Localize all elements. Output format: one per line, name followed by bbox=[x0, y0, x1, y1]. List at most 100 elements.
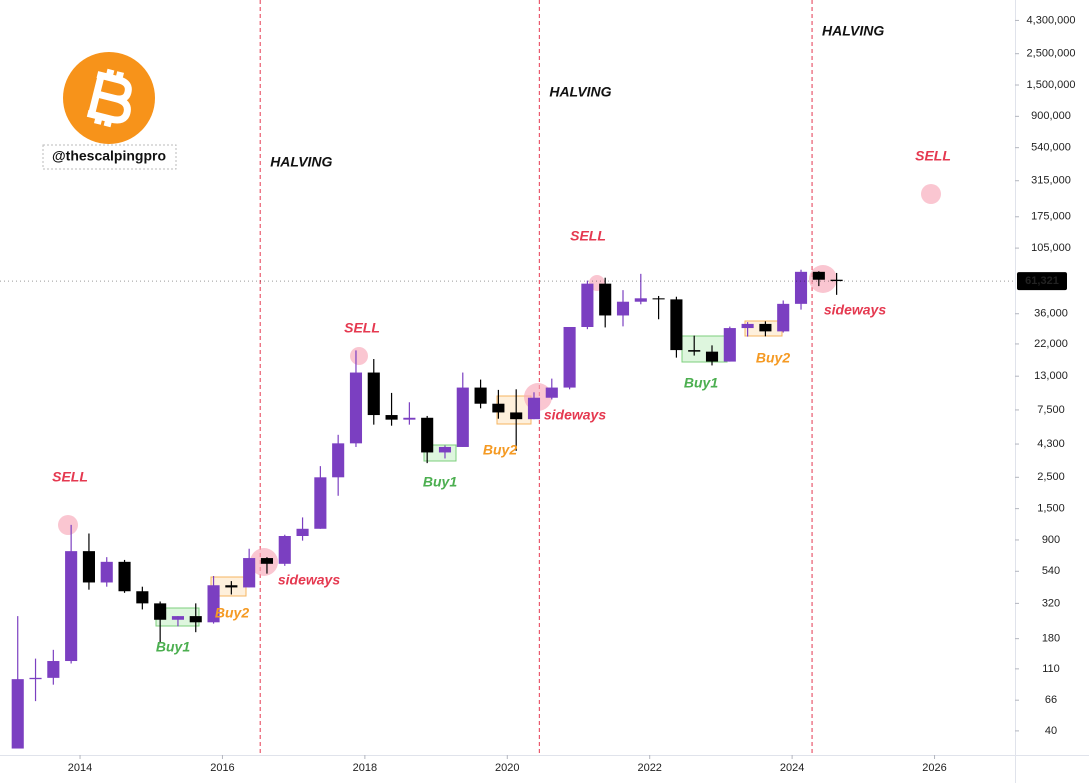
candle-body bbox=[812, 271, 825, 280]
logo-symbol bbox=[86, 68, 132, 128]
y-tick-label: 540 bbox=[1042, 565, 1060, 577]
candle-body bbox=[492, 403, 505, 413]
signal-circle bbox=[58, 515, 78, 535]
candle-body bbox=[296, 528, 309, 537]
x-tick-label: 2016 bbox=[210, 762, 234, 774]
candle-body bbox=[563, 326, 576, 388]
y-tick-label: 13,000 bbox=[1034, 370, 1068, 382]
annotation: Buy2 bbox=[215, 605, 249, 621]
annotation: SELL bbox=[52, 469, 88, 485]
candle-body bbox=[759, 323, 772, 332]
x-tick-label: 2014 bbox=[68, 762, 92, 774]
y-tick-label: 2,500 bbox=[1037, 471, 1065, 483]
candle-body bbox=[100, 561, 113, 583]
x-tick-label: 2020 bbox=[495, 762, 519, 774]
candle-body bbox=[652, 298, 665, 300]
y-tick-label: 36,000 bbox=[1034, 308, 1068, 320]
candle-body bbox=[385, 415, 398, 420]
annotation: SELL bbox=[570, 228, 606, 244]
candle-body bbox=[47, 661, 60, 678]
handle: @thescalpingpro bbox=[52, 148, 166, 164]
logo bbox=[63, 52, 155, 144]
halving-label: HALVING bbox=[822, 23, 884, 39]
x-tick-label: 2018 bbox=[353, 762, 377, 774]
candle-body bbox=[260, 558, 274, 564]
candle-body bbox=[545, 387, 558, 398]
buy1-zone bbox=[681, 335, 728, 363]
y-tick-label: 105,000 bbox=[1031, 242, 1071, 254]
y-tick-label: 900,000 bbox=[1031, 110, 1071, 122]
halving-label: HALVING bbox=[549, 84, 611, 100]
x-tick-label: 2024 bbox=[780, 762, 804, 774]
y-tick-label: 1,500 bbox=[1037, 503, 1065, 515]
y-tick-label: 175,000 bbox=[1031, 211, 1071, 223]
annotation: sideways bbox=[544, 407, 606, 423]
annotation: sideways bbox=[824, 302, 886, 318]
candle-body bbox=[82, 551, 95, 583]
bitcoin-b bbox=[86, 68, 132, 128]
handle-box bbox=[42, 144, 177, 170]
y-tick-label: 66 bbox=[1045, 694, 1057, 706]
candle-body bbox=[225, 585, 238, 588]
candle-body bbox=[65, 551, 78, 662]
candle-body bbox=[474, 387, 487, 404]
candles bbox=[11, 269, 843, 749]
y-tick-label: 180 bbox=[1042, 633, 1060, 645]
y-tick-label: 110 bbox=[1042, 663, 1060, 675]
candle-body bbox=[243, 558, 256, 588]
price-label: 61,321 bbox=[1025, 275, 1059, 287]
signal-circle bbox=[350, 347, 368, 365]
candle-body bbox=[741, 323, 754, 329]
candle-body bbox=[688, 350, 701, 352]
x-tick-label: 2022 bbox=[637, 762, 661, 774]
y-tick-label: 4,300,000 bbox=[1027, 14, 1076, 26]
annotation: SELL bbox=[915, 148, 951, 164]
annotation: Buy1 bbox=[423, 474, 457, 490]
candle-body bbox=[705, 351, 719, 362]
candle-body bbox=[581, 283, 594, 327]
candle-body bbox=[456, 387, 469, 447]
y-tick-label: 40 bbox=[1045, 725, 1057, 737]
signal-circle bbox=[921, 184, 941, 204]
y-tick-label: 320 bbox=[1042, 597, 1060, 609]
annotation: Buy2 bbox=[483, 442, 517, 458]
candle-body bbox=[421, 417, 434, 453]
candle-body bbox=[438, 446, 452, 453]
y-tick-label: 315,000 bbox=[1031, 175, 1071, 187]
candle-body bbox=[29, 677, 42, 680]
annotation: Buy2 bbox=[756, 350, 790, 366]
candle-body bbox=[332, 443, 345, 478]
x-tick-label: 2026 bbox=[922, 762, 946, 774]
halving-label: HALVING bbox=[270, 154, 332, 170]
candle-body bbox=[278, 536, 291, 564]
candle-body bbox=[171, 616, 185, 620]
candle-body bbox=[670, 299, 683, 351]
y-tick-label: 22,000 bbox=[1034, 338, 1068, 350]
annotation: Buy1 bbox=[684, 375, 718, 391]
candle-body bbox=[527, 397, 541, 420]
candle-body bbox=[794, 271, 808, 304]
candle-body bbox=[616, 301, 630, 316]
candle-body bbox=[634, 298, 647, 302]
y-tick-label: 2,500,000 bbox=[1027, 48, 1076, 60]
candle-body bbox=[314, 477, 327, 529]
candle-body bbox=[154, 603, 167, 620]
y-tick-label: 4,300 bbox=[1037, 438, 1065, 450]
candle-body bbox=[11, 679, 24, 749]
y-tick-label: 900 bbox=[1042, 534, 1060, 546]
price-label-box bbox=[1017, 272, 1067, 291]
y-tick-label: 1,500,000 bbox=[1027, 79, 1076, 91]
candle-body bbox=[830, 279, 843, 282]
candle-body bbox=[403, 417, 416, 420]
candle-body bbox=[510, 412, 523, 420]
candle-body bbox=[136, 591, 149, 604]
annotation: SELL bbox=[344, 320, 380, 336]
candle-body bbox=[189, 616, 202, 623]
annotation: Buy1 bbox=[156, 639, 190, 655]
candle-body bbox=[599, 283, 612, 316]
candle-body bbox=[118, 561, 131, 592]
candle-body bbox=[349, 372, 363, 444]
candle-body bbox=[367, 372, 380, 416]
candle-body bbox=[207, 585, 220, 623]
